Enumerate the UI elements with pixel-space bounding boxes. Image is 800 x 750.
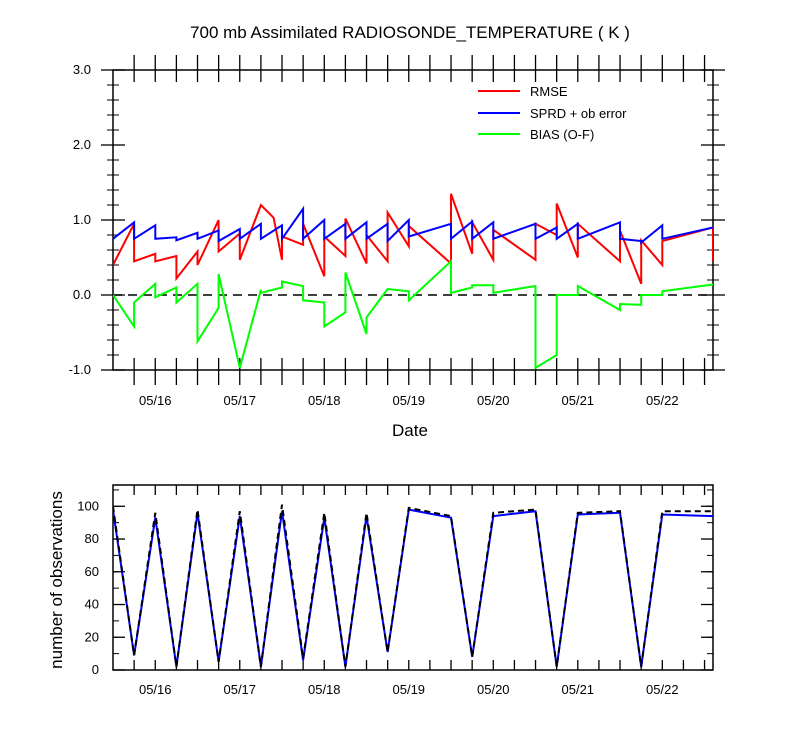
bottom-y-tick-label: 40 xyxy=(85,597,99,612)
top-y-tick-label: 3.0 xyxy=(73,62,91,77)
top-series-bias-o-f xyxy=(113,259,713,370)
top-x-tick-label: 05/21 xyxy=(562,393,595,408)
top-panel: 05/16 05/17 05/18 05/19 05/20 05/21 05/22 -1.0 0… xyxy=(69,55,725,408)
legend-label-rmse: RMSE xyxy=(530,84,568,99)
chart-title: 700 mb Assimilated RADIOSONDE_TEMPERATUR… xyxy=(190,23,630,42)
bottom-y-tick-label: 80 xyxy=(85,531,99,546)
top-series-sprd-ob-error xyxy=(113,205,713,245)
bottom-x-tick-label: 05/17 xyxy=(223,682,256,697)
x-axis-title: Date xyxy=(392,421,428,440)
top-x-tick-label: 05/19 xyxy=(393,393,426,408)
bottom-x-tick-label: 05/21 xyxy=(562,682,595,697)
top-x-tick-label: 05/17 xyxy=(223,393,256,408)
top-x-tick-label: 05/16 xyxy=(139,393,172,408)
bottom-series-possible xyxy=(113,504,713,667)
bottom-x-tick-label: 05/20 xyxy=(477,682,510,697)
bottom-y-tick-label: 60 xyxy=(85,564,99,579)
bottom-x-tick-label: 05/22 xyxy=(646,682,679,697)
bottom-y-tick-label: 100 xyxy=(77,498,99,513)
bottom-panel: 05/16 05/17 05/18 05/19 05/20 05/21 05/22 0 20 40… xyxy=(77,484,714,697)
bottom-x-tick-label: 05/18 xyxy=(308,682,341,697)
bottom-x-tick-label: 05/16 xyxy=(139,682,172,697)
top-y-tick-label: -1.0 xyxy=(69,362,91,377)
bottom-plot-frame xyxy=(112,484,714,671)
top-y-tick-label: 1.0 xyxy=(73,212,91,227)
top-x-tick-label: 05/22 xyxy=(646,393,679,408)
top-x-tick-label: 05/18 xyxy=(308,393,341,408)
legend-label-bias: BIAS (O-F) xyxy=(530,127,594,142)
top-y-tick-label: 2.0 xyxy=(73,137,91,152)
bottom-y-tick-label: 0 xyxy=(92,662,99,677)
top-x-tick-label: 05/20 xyxy=(477,393,510,408)
bottom-y-axis-title: number of observations xyxy=(47,491,66,669)
top-y-tick-label: 0.0 xyxy=(73,287,91,302)
legend-label-sprd: SPRD + ob error xyxy=(530,106,627,121)
bottom-y-tick-label: 20 xyxy=(85,629,99,644)
legend: RMSE SPRD + ob error BIAS (O-F) xyxy=(478,84,627,142)
bottom-x-tick-label: 05/19 xyxy=(393,682,426,697)
